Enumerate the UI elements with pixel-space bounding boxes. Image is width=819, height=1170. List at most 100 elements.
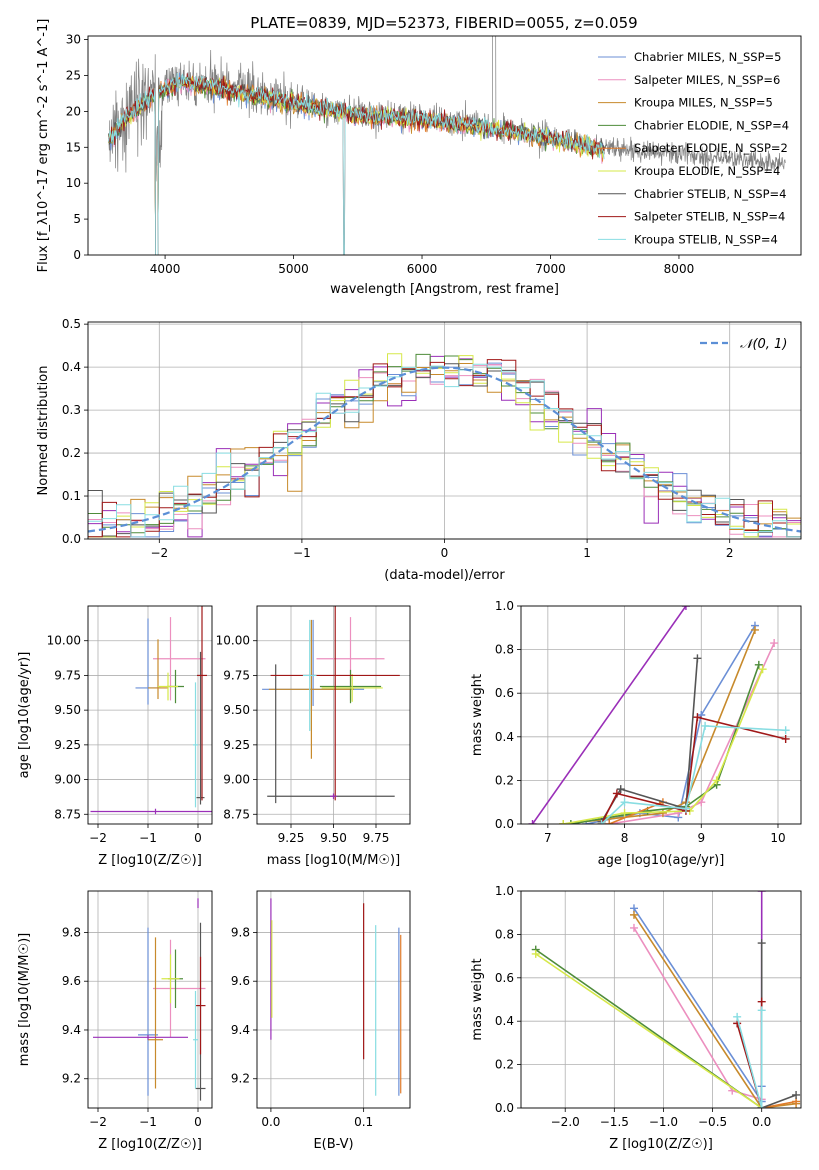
purple-series-line: [531, 606, 687, 824]
massweight_vs_z-plot-area: [531, 891, 801, 1108]
data-point-marker: [754, 660, 763, 669]
y-tick-label: 0.3: [62, 403, 81, 417]
figure-title: PLATE=0839, MJD=52373, FIBERID=0055, z=0…: [250, 14, 637, 32]
x-tick-label: 7: [544, 831, 552, 845]
data-point-marker: [701, 721, 710, 730]
data-point-marker: [597, 820, 606, 824]
x-axis-label: Z [log10(Z/Z☉)]: [98, 853, 202, 868]
y-axis-label: mass weight: [470, 958, 485, 1040]
data-point-marker: [559, 820, 568, 824]
y-tick-label: 0.0: [62, 532, 81, 546]
legend-entry: Kroupa MILES, N_SSP=5: [634, 96, 773, 110]
y-tick-label: 0: [73, 248, 81, 262]
y-tick-label: 9.00: [54, 773, 81, 787]
y-tick-label: 10.00: [216, 634, 250, 648]
age_vs_mass-plot-area: [262, 606, 400, 804]
axes-frame: [520, 890, 802, 1109]
residuals-plot-area: [88, 353, 801, 538]
data-point-marker: [629, 923, 638, 932]
chabrier-stelib-model-spectrum: [108, 72, 605, 255]
data-point-marker: [750, 625, 759, 634]
axes-frame: [87, 605, 213, 825]
spectrum-legend: Chabrier MILES, N_SSP=5 Salpeter MILES, N…: [598, 50, 789, 246]
x-tick-label: 9.50: [320, 831, 347, 845]
y-axis-label: age [log10(age/yr)]: [17, 652, 32, 779]
x-tick-label: 7000: [535, 262, 566, 276]
y-tick-label: 0.0: [495, 1101, 514, 1115]
x-axis-label: mass [log10(M/M☉)]: [267, 853, 400, 868]
kroupa-stelib-series-line: [600, 725, 786, 824]
legend-entry: Chabrier ELODIE, N_SSP=4: [634, 118, 789, 132]
y-tick-label: 9.8: [231, 925, 250, 939]
data-point-marker: [712, 776, 721, 785]
y-tick-label: 9.75: [54, 668, 81, 682]
y-tick-label: 0.4: [62, 360, 81, 374]
axes-frame: [256, 890, 411, 1109]
x-tick-label: 1: [583, 546, 591, 560]
y-tick-label: 0.2: [495, 1058, 514, 1072]
legend-entry: Kroupa STELIB, N_SSP=4: [634, 232, 778, 246]
mass_vs_z-plot-area: [93, 898, 206, 1101]
x-tick-label: 0.0: [261, 1115, 280, 1129]
salpeter-stelib-series-line: [600, 716, 786, 824]
kroupa-elodie-series-line: [535, 953, 763, 1108]
y-tick-label: 10: [66, 176, 81, 190]
y-tick-label: 0.6: [495, 686, 514, 700]
legend-entry: 𝒩(0, 1): [740, 337, 787, 352]
x-tick-label: −2: [89, 831, 107, 845]
data-point-marker: [781, 734, 790, 743]
y-tick-label: 8.75: [223, 807, 250, 821]
y-tick-label: 0.6: [495, 971, 514, 985]
kroupa-stelib-model-spectrum: [108, 72, 605, 255]
x-tick-label: −1.5: [600, 1115, 629, 1129]
x-axis-label: Z [log10(Z/Z☉)]: [98, 1137, 202, 1152]
legend-entry: Chabrier STELIB, N_SSP=4: [634, 187, 786, 201]
data-point-marker: [620, 809, 629, 818]
x-axis-label: (data-model)/error: [384, 568, 505, 583]
x-tick-label: −2: [89, 1115, 107, 1129]
axes-frame: [520, 605, 802, 825]
data-point-marker: [697, 798, 706, 807]
spectrum-plot-area: [108, 36, 786, 255]
y-tick-label: 9.25: [54, 738, 81, 752]
y-tick-label: 0.4: [495, 730, 514, 744]
y-axis-label: Normed distribution: [36, 366, 51, 496]
gaussian-reference-curve: [88, 366, 801, 533]
salpeter-miles-model-spectrum: [108, 77, 605, 255]
x-tick-label: 0.1: [354, 1115, 373, 1129]
kroupa-miles-series-line: [633, 914, 797, 1108]
legend-entry: Salpeter STELIB, N_SSP=4: [634, 210, 785, 224]
axes-frame: [87, 321, 802, 540]
kroupa-stelib-series-line: [736, 1010, 763, 1108]
data-point-marker: [758, 665, 767, 674]
axes-frame: [87, 890, 213, 1109]
legend-entry: Chabrier MILES, N_SSP=5: [634, 50, 781, 64]
data-point-marker: [616, 785, 625, 794]
y-tick-label: 20: [66, 104, 81, 118]
chabrier-stelib-series-line: [760, 943, 797, 1108]
y-axis-label: mass weight: [470, 674, 485, 756]
x-tick-label: 0.0: [752, 1115, 771, 1129]
y-tick-label: 10.00: [47, 634, 81, 648]
y-tick-label: 0.4: [495, 1014, 514, 1028]
x-tick-label: −2: [150, 546, 168, 560]
y-tick-label: 9.25: [223, 738, 250, 752]
data-point-marker: [757, 939, 766, 948]
y-tick-label: 9.6: [231, 974, 250, 988]
x-tick-label: −2.0: [551, 1115, 580, 1129]
x-tick-label: 0: [441, 546, 449, 560]
y-tick-label: 9.2: [231, 1072, 250, 1086]
y-tick-label: 9.00: [223, 773, 250, 787]
x-tick-label: −0.5: [698, 1115, 727, 1129]
data-point-marker: [658, 809, 667, 818]
x-axis-label: wavelength [Angstrom, rest frame]: [330, 282, 559, 297]
x-tick-label: −1.0: [649, 1115, 678, 1129]
legend-entry: Salpeter MILES, N_SSP=6: [634, 73, 780, 87]
data-point-marker: [781, 726, 790, 735]
data-point-marker: [566, 820, 575, 824]
y-tick-label: 1.0: [495, 599, 514, 613]
x-tick-label: −1: [293, 546, 311, 560]
y-axis-label: Flux [f_λ10^-17 erg cm^-2 s^-1 A^-1]: [36, 19, 51, 273]
y-tick-label: 0.1: [62, 489, 81, 503]
